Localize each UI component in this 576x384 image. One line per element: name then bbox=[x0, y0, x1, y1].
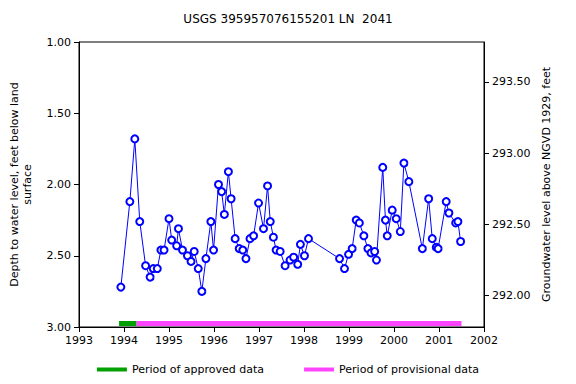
svg-text:1996: 1996 bbox=[200, 334, 228, 347]
svg-text:Period of approved data: Period of approved data bbox=[132, 363, 264, 376]
svg-text:Depth to water level, feet bel: Depth to water level, feet below land bbox=[8, 82, 21, 287]
svg-text:293.00: 293.00 bbox=[492, 147, 531, 160]
svg-text:2001: 2001 bbox=[425, 334, 453, 347]
svg-text:2.50: 2.50 bbox=[47, 249, 72, 262]
svg-text:1997: 1997 bbox=[245, 334, 273, 347]
svg-text:1.00: 1.00 bbox=[47, 36, 72, 49]
svg-text:Period of provisional data: Period of provisional data bbox=[339, 363, 479, 376]
svg-text:2.00: 2.00 bbox=[47, 178, 72, 191]
svg-text:surface: surface bbox=[21, 164, 34, 205]
svg-text:1994: 1994 bbox=[110, 334, 138, 347]
svg-text:2000: 2000 bbox=[380, 334, 408, 347]
svg-text:1999: 1999 bbox=[335, 334, 363, 347]
svg-text:1.50: 1.50 bbox=[47, 107, 72, 120]
svg-text:Groundwater level above NGVD 1: Groundwater level above NGVD 1929, feet bbox=[540, 66, 553, 302]
svg-text:292.00: 292.00 bbox=[492, 289, 531, 302]
svg-text:USGS 395957076155201 LN 2041: USGS 395957076155201 LN 2041 bbox=[183, 12, 392, 26]
svg-text:2002: 2002 bbox=[470, 334, 498, 347]
svg-text:3.00: 3.00 bbox=[47, 321, 72, 334]
svg-text:1993: 1993 bbox=[65, 334, 93, 347]
svg-text:292.50: 292.50 bbox=[492, 218, 531, 231]
svg-text:293.50: 293.50 bbox=[492, 75, 531, 88]
svg-text:1995: 1995 bbox=[155, 334, 183, 347]
svg-text:1998: 1998 bbox=[290, 334, 318, 347]
